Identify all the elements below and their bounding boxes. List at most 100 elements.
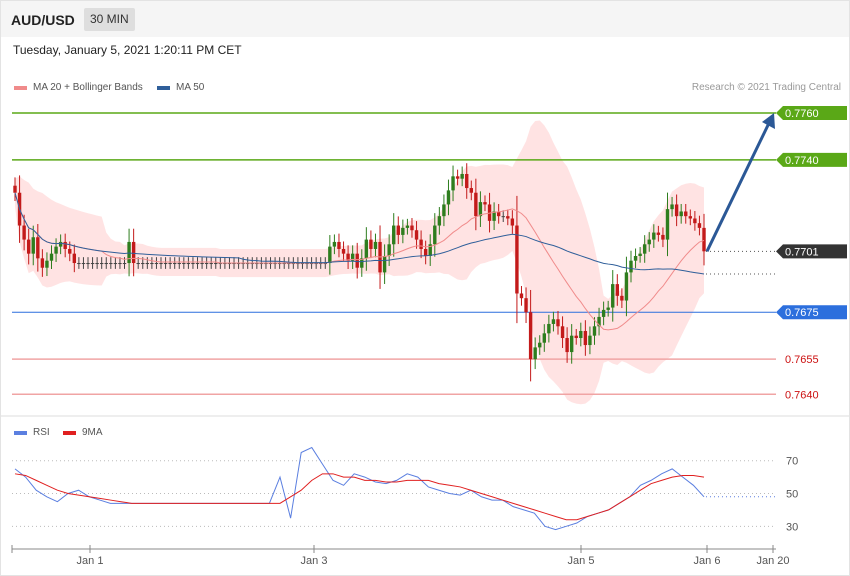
candle-body <box>332 241 337 247</box>
rsi-ma-line <box>14 473 705 521</box>
rsi-pane: 70 50 30 <box>12 446 798 533</box>
rsi-tick-label: 50 <box>786 489 798 501</box>
forecast-arrow <box>705 113 775 252</box>
candle-body <box>506 216 510 219</box>
moving-averages <box>14 192 776 331</box>
candle-body <box>419 239 423 249</box>
candle-body <box>670 204 674 210</box>
candle-body <box>615 284 620 296</box>
candle-body <box>638 253 642 256</box>
x-axis: Jan 1 Jan 3 Jan 5 Jan 6 Jan 20 <box>11 545 790 567</box>
candle-body <box>90 263 95 265</box>
candle-body <box>492 211 496 221</box>
level-label-4: 0.7655 <box>785 354 819 366</box>
candle-body <box>697 223 702 228</box>
x-tick-label: Jan 20 <box>756 555 789 567</box>
candle-body <box>104 263 108 265</box>
candle-body <box>601 309 606 317</box>
candle-body <box>122 263 127 265</box>
candle-body <box>392 225 396 245</box>
candle-body <box>433 225 437 245</box>
candle-body <box>350 253 355 261</box>
candle-body <box>496 211 501 217</box>
candle-body <box>127 241 131 264</box>
candle-body <box>565 338 569 353</box>
candle-body <box>364 239 369 259</box>
candle-body <box>688 216 693 219</box>
candle-body <box>647 239 651 245</box>
forecast-arrow-shaft <box>705 122 771 252</box>
candle-body <box>109 263 113 265</box>
candle-body <box>401 227 405 235</box>
legend-rsi-label: RSI <box>33 427 50 438</box>
candle-body <box>460 173 464 179</box>
candle-body <box>99 263 104 265</box>
chart-header: AUD/USD 30 MIN <box>1 1 849 37</box>
candle-body <box>428 244 432 256</box>
candle-body <box>560 326 565 339</box>
candle-body <box>414 230 419 240</box>
candle-body <box>533 347 537 360</box>
candle-body <box>214 263 218 265</box>
candle-body <box>131 241 136 264</box>
candle-body <box>410 225 414 231</box>
candle-body <box>209 263 213 265</box>
legend-ma20-label: MA 20 + Bollinger Bands <box>33 82 143 93</box>
bollinger-bands <box>15 120 704 405</box>
candle-body <box>40 258 45 268</box>
candle-body <box>524 298 528 313</box>
forecast-arrow-head <box>762 113 775 130</box>
timeframe-badge[interactable]: 30 MIN <box>84 8 135 31</box>
candle-body <box>154 263 159 265</box>
candle-body <box>528 312 533 360</box>
candle-body <box>360 258 364 268</box>
symbol-title: AUD/USD <box>11 12 75 28</box>
current-price-tag <box>776 244 847 259</box>
resistance-tag-1 <box>776 152 847 167</box>
candle-body <box>501 216 505 218</box>
candle-body <box>474 192 478 217</box>
x-tick-label: Jan 3 <box>301 555 328 567</box>
legend-ma50-label: MA 50 <box>176 82 205 93</box>
candle-body <box>455 176 460 179</box>
candle-body <box>469 188 473 193</box>
candle-body <box>191 263 195 265</box>
candle-body <box>63 241 67 249</box>
ma50-line <box>14 192 705 275</box>
candle-body <box>684 211 688 217</box>
candle-body <box>31 237 35 254</box>
candle-body <box>150 263 154 265</box>
candle-body <box>510 218 515 226</box>
candle-body <box>629 260 633 273</box>
candle-body <box>574 335 578 339</box>
candle-body <box>702 227 706 252</box>
candle-body <box>547 323 551 334</box>
candle-body <box>36 237 40 259</box>
candle-body <box>661 234 665 240</box>
candle-body <box>633 256 638 261</box>
level-label-5: 0.7640 <box>785 389 819 401</box>
x-tick-label: Jan 1 <box>77 555 104 567</box>
candle-body <box>200 263 204 265</box>
candle-body <box>656 232 661 235</box>
legend-ma50-swatch <box>157 85 170 90</box>
candle-body <box>674 204 679 217</box>
candle-body <box>652 232 656 240</box>
candle-body <box>58 241 63 247</box>
candle-body <box>49 253 54 261</box>
candle-body <box>465 173 469 189</box>
ma20-line <box>14 192 705 331</box>
candle-body <box>679 211 683 217</box>
legend-9ma: 9MA <box>63 427 103 438</box>
copyright-text: Research © 2021 Trading Central <box>691 82 841 93</box>
candle-body <box>442 204 446 217</box>
candle-body <box>519 293 524 299</box>
bollinger-band-area <box>15 120 704 405</box>
candle-body <box>483 202 487 205</box>
level-label-2: 0.7701 <box>785 246 819 258</box>
candle-body <box>579 330 583 339</box>
candle-body <box>168 263 172 265</box>
candle-body <box>624 272 629 301</box>
rsi-line <box>14 446 705 531</box>
